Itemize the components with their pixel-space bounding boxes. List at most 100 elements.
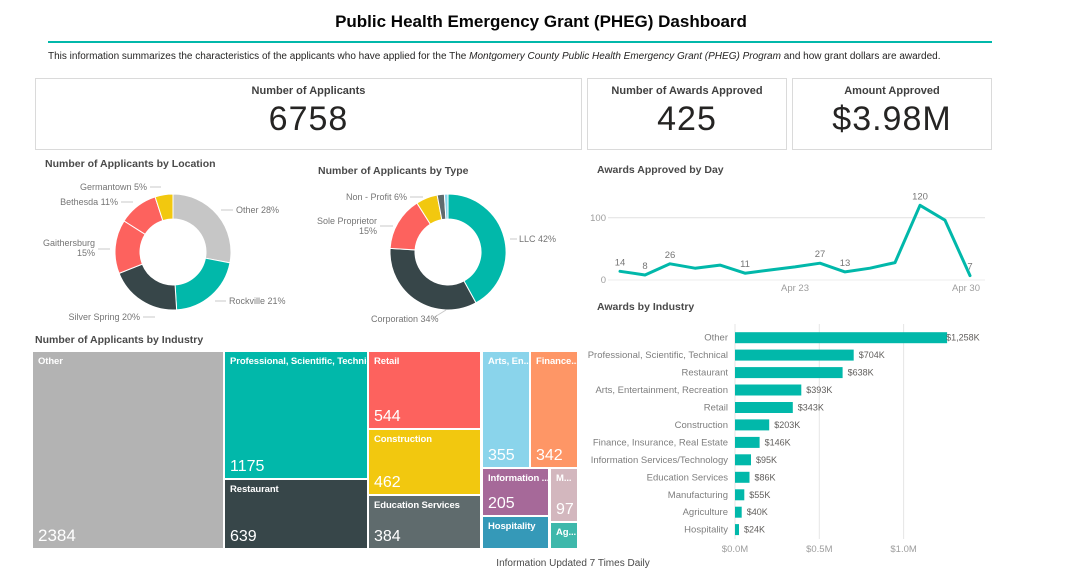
subtitle-suffix: and how grant dollars are awarded. <box>780 51 941 62</box>
bar-category-label: Other <box>704 333 728 344</box>
kpi-card-amount-approved: Amount Approved $3.98M <box>792 78 992 150</box>
point-data-label: 120 <box>912 191 928 202</box>
donut-slice-non-profit[interactable] <box>416 194 443 225</box>
bar-value-label: $203K <box>774 420 800 430</box>
bar-hospitality[interactable] <box>735 524 739 536</box>
bar-value-label: $343K <box>798 403 824 413</box>
bar-other[interactable] <box>735 332 948 344</box>
bar-finance-insurance-real-estate[interactable] <box>735 436 760 448</box>
point-data-label: 11 <box>740 259 750 270</box>
donut-slice-rockville[interactable] <box>174 257 231 311</box>
y-axis-tick-label: 100 <box>590 213 606 224</box>
donut-slice-unlabeled[interactable] <box>436 193 447 221</box>
treemap-tile-label: Construction <box>374 434 432 445</box>
x-axis-tick-label: Apr 30 <box>952 283 980 294</box>
kpi-value-amount-approved: $3.98M <box>832 99 952 138</box>
treemap-tile-retail[interactable]: Retail 544 <box>369 352 480 428</box>
treemap-tile-label: Hospitality <box>488 521 536 532</box>
treemap-tile-label: Other <box>38 356 63 367</box>
treemap-tile-hospitality[interactable]: Hospitality <box>483 517 548 548</box>
donut-callout-label: Corporation 34% <box>371 314 439 324</box>
point-data-label: 13 <box>840 258 851 269</box>
bar-category-label: Construction <box>675 420 728 431</box>
treemap-tile-label: Education Services <box>374 500 460 511</box>
bar-value-label: $146K <box>765 437 791 447</box>
kpi-card-applicants: Number of Applicants 6758 <box>35 78 582 150</box>
x-axis-tick-label: Apr 23 <box>781 283 809 294</box>
callout-leader-line <box>432 309 447 319</box>
treemap-tile-education-services[interactable]: Education Services 384 <box>369 496 480 548</box>
bar-education-services[interactable] <box>735 471 750 483</box>
donut-callout-label: Other 28% <box>236 205 279 215</box>
treemap-tile-ag[interactable]: Ag... <box>551 523 577 548</box>
bar-value-label: $704K <box>859 350 885 360</box>
donut-slice-corporation[interactable] <box>389 247 477 311</box>
bar-restaurant[interactable] <box>735 367 843 379</box>
donut-callout-label: LLC 42% <box>519 234 556 244</box>
donut-slice-unlabeled[interactable] <box>443 193 449 220</box>
treemap-tile-m[interactable]: M... 97 <box>551 469 577 521</box>
donut-callout-label: 15% <box>77 248 95 258</box>
bar-construction[interactable] <box>735 419 770 431</box>
donut-slice-silver-spring[interactable] <box>118 263 178 311</box>
subtitle-prefix: This information summarizes the characte… <box>48 51 470 62</box>
donut-slice-gaithersburg[interactable] <box>114 220 146 274</box>
bar-agriculture[interactable] <box>735 506 742 518</box>
bar-manufacturing[interactable] <box>735 489 745 501</box>
treemap-tile-arts-en[interactable]: Arts, En... 355 <box>483 352 529 467</box>
donut-callout-label: Germantown 5% <box>80 182 147 192</box>
kpi-value-awards-approved: 425 <box>657 99 717 138</box>
treemap-tile-construction[interactable]: Construction 462 <box>369 430 480 494</box>
chart-title-awards-by-industry: Awards by Industry <box>597 301 695 313</box>
treemap-tile-value: 639 <box>230 528 257 545</box>
bar-value-label: $55K <box>749 490 770 500</box>
x-axis-tick-label: $0.0M <box>722 544 748 555</box>
bar-retail[interactable] <box>735 402 793 413</box>
page-title: Public Health Emergency Grant (PHEG) Das… <box>335 12 747 31</box>
bar-value-label: $638K <box>848 368 874 378</box>
treemap-tile-value: 462 <box>374 474 401 491</box>
donut-callout-label: Gaithersburg <box>43 238 95 248</box>
donut-slice-germantown[interactable] <box>154 193 174 222</box>
donut-callout-label: Bethesda 11% <box>60 197 118 207</box>
bar-category-label: Hospitality <box>684 525 728 536</box>
bar-category-label: Arts, Entertainment, Recreation <box>595 385 728 396</box>
treemap-tile-label: M... <box>556 473 572 484</box>
treemap-tile-label: Arts, En... <box>488 356 529 367</box>
treemap-tile-value: 355 <box>488 447 515 464</box>
treemap-tile-label: Finance... <box>536 356 577 367</box>
donut-slice-sole-proprietor[interactable] <box>389 202 432 251</box>
subtitle-program-name: Montgomery County Public Health Emergenc… <box>469 51 781 62</box>
bar-category-label: Information Services/Technology <box>591 455 729 466</box>
bar-value-label: $393K <box>806 385 832 395</box>
chart-title-applicants-by-type: Number of Applicants by Type <box>318 165 469 177</box>
x-axis-tick-label: $1.0M <box>890 544 916 555</box>
bar-category-label: Retail <box>704 403 728 414</box>
donut-callout-label: Sole Proprietor <box>317 216 377 226</box>
treemap-tile-value: 2384 <box>38 526 76 545</box>
point-data-label: 27 <box>815 249 826 260</box>
trend-line[interactable] <box>618 203 972 278</box>
bar-professional-scientific-technical[interactable] <box>735 349 854 361</box>
treemap-tile-finance[interactable]: Finance... 342 <box>531 352 577 467</box>
update-frequency-note: Information Updated 7 Times Daily <box>496 558 650 569</box>
bar-value-label: $24K <box>744 525 765 535</box>
treemap-tile-restaurant[interactable]: Restaurant 639 <box>225 480 367 548</box>
line-chart-awards-by-day[interactable]: 14 8 26 11 27 13 120 7 100 0 Apr 23 Apr 30 <box>590 191 985 294</box>
donut-slice-llc[interactable] <box>447 193 507 304</box>
donut-chart-applicants-by-type: LLC 42% Corporation 34% Sole Proprietor15%… <box>317 192 556 324</box>
treemap-tile-other[interactable]: Other 2384 <box>33 352 223 548</box>
donut-slice-other[interactable] <box>172 193 232 264</box>
donut-slice-bethesda[interactable] <box>123 196 164 236</box>
kpi-label-amount-approved: Amount Approved <box>844 85 940 97</box>
treemap-tile-professional-scientific-technical[interactable]: Professional, Scientific, Technical 1175 <box>225 352 367 478</box>
chart-title-applicants-by-location: Number of Applicants by Location <box>45 158 216 170</box>
bar-arts-entertainment-recreation[interactable] <box>735 384 802 396</box>
treemap-tile-label: Retail <box>374 356 400 367</box>
treemap-tile-information[interactable]: Information ... 205 <box>483 469 548 515</box>
bar-category-label: Restaurant <box>682 368 729 379</box>
bar-value-label: $86K <box>755 472 776 482</box>
bar-information-services-technology[interactable] <box>735 454 751 466</box>
point-data-label: 7 <box>967 262 972 273</box>
kpi-label-awards-approved: Number of Awards Approved <box>611 85 763 97</box>
